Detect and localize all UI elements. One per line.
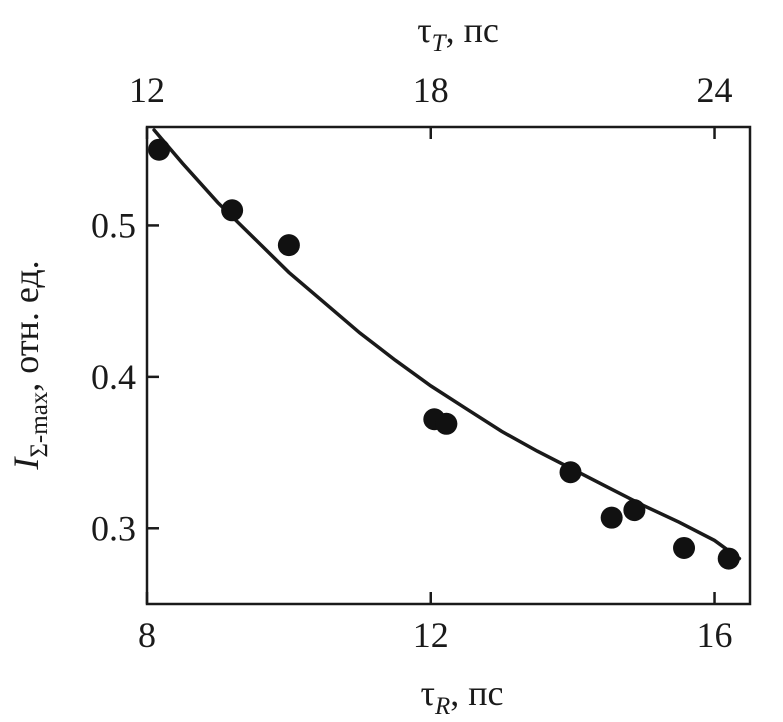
data-point	[435, 412, 458, 435]
x2-axis-title: τT, пс	[417, 10, 499, 57]
data-point	[623, 499, 646, 522]
data-point	[673, 536, 696, 559]
data-point	[277, 234, 300, 257]
x-tick-label: 8	[138, 615, 156, 655]
points-layer	[148, 138, 740, 570]
x2-tick-label: 24	[697, 70, 733, 110]
ticks-layer: 8 12 16 12 18 24 0.3 0.4 0.5	[91, 70, 733, 655]
y-tick-label: 0.4	[91, 357, 136, 397]
data-point	[600, 506, 623, 529]
plot-frame	[145, 125, 752, 606]
data-point	[559, 461, 582, 484]
y-tick-label: 0.5	[91, 205, 136, 245]
data-point	[148, 138, 171, 161]
x-axis-title: τR, пс	[421, 673, 504, 720]
y-axis-title: IΣ-max, отн. ед.	[6, 260, 53, 470]
fit-curve	[152, 128, 742, 561]
data-point	[717, 547, 740, 570]
data-point	[221, 199, 244, 222]
y-tick-label: 0.3	[91, 508, 136, 548]
x2-tick-label: 12	[129, 70, 165, 110]
x2-tick-label: 18	[413, 70, 449, 110]
x-tick-label: 12	[413, 615, 449, 655]
x-tick-label: 16	[697, 615, 733, 655]
